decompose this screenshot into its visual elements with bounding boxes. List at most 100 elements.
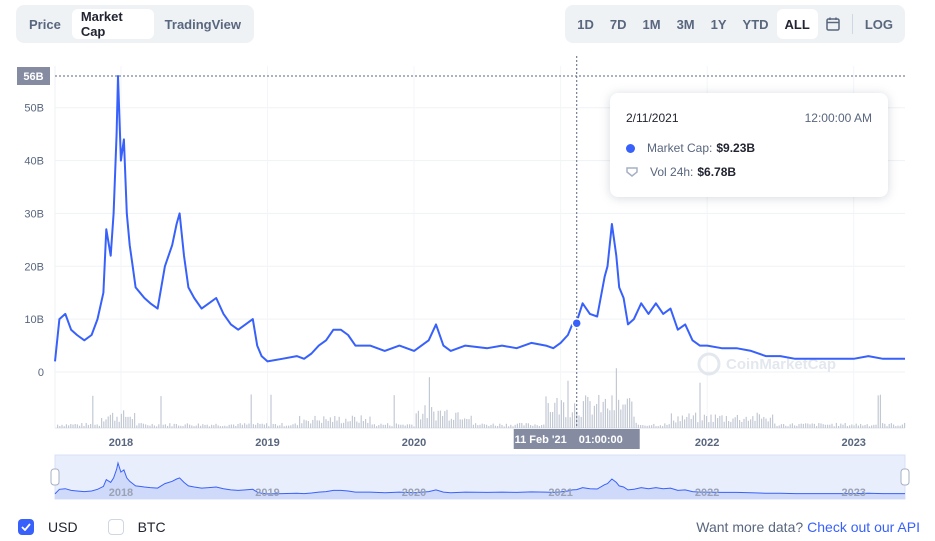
volume-bar	[787, 426, 789, 428]
usd-checkbox[interactable]	[18, 519, 34, 535]
volume-bar	[754, 420, 756, 428]
volume-bar	[450, 418, 452, 428]
volume-bar	[211, 424, 213, 428]
tab-market-cap[interactable]: Market Cap	[71, 9, 154, 39]
navigator-left-handle[interactable]	[50, 468, 60, 486]
volume-bar	[228, 424, 230, 428]
volume-bar	[202, 424, 204, 428]
volume-bar	[186, 423, 188, 428]
volume-bar	[560, 400, 562, 428]
volume-bar	[127, 416, 129, 428]
market-cap-chart[interactable]: 0 10B 20B 30B 40B 50B CoinMarketCap 56B 2018 2019…	[0, 0, 935, 510]
volume-bar	[147, 425, 149, 428]
volume-bar	[197, 423, 199, 428]
volume-bar	[235, 425, 237, 428]
volume-bar	[74, 423, 76, 428]
volume-bar	[94, 424, 96, 428]
volume-bar	[417, 410, 419, 428]
volume-icon	[626, 167, 638, 177]
volume-bar	[490, 424, 492, 428]
calendar-icon[interactable]	[818, 9, 848, 39]
volume-bar	[255, 424, 257, 428]
volume-bar	[114, 420, 116, 428]
y-crosshair-label: 56B	[23, 71, 43, 83]
volume-bar	[549, 411, 551, 428]
volume-bar	[741, 421, 743, 428]
volume-bar	[772, 414, 774, 428]
range-ytd[interactable]: YTD	[742, 16, 769, 32]
range-all[interactable]: ALL	[776, 9, 818, 39]
volume-bar	[690, 418, 692, 428]
range-1d[interactable]: 1D	[577, 16, 594, 32]
volume-bar	[547, 403, 549, 428]
volume-bar	[57, 424, 59, 428]
volume-bar	[204, 424, 206, 428]
volume-bar	[714, 414, 716, 428]
tab-tradingview[interactable]: TradingView	[164, 16, 241, 32]
volume-bar	[268, 426, 270, 428]
volume-bar	[899, 425, 901, 428]
volume-bar	[611, 395, 613, 428]
volume-bar	[378, 425, 380, 428]
volume-bar	[756, 412, 758, 428]
navigator-right-handle[interactable]	[900, 468, 910, 486]
volume-bar	[393, 395, 395, 428]
volume-bar	[851, 424, 853, 428]
volume-bar	[864, 425, 866, 428]
range-7d[interactable]: 7D	[609, 16, 627, 32]
volume-bar	[574, 403, 576, 428]
volume-bar	[250, 394, 252, 428]
volume-bar	[103, 421, 105, 428]
volume-bar	[620, 409, 622, 428]
range-1m[interactable]: 1M	[642, 16, 661, 32]
tooltip-date: 2/11/2021	[626, 111, 679, 125]
y-tick-label: 30B	[24, 208, 44, 220]
volume-bar	[453, 419, 455, 428]
volume-bar	[217, 425, 219, 428]
range-1y[interactable]: 1Y	[710, 16, 727, 32]
volume-bar	[838, 425, 840, 428]
volume-bar	[266, 423, 268, 428]
tab-price[interactable]: Price	[29, 16, 61, 32]
volume-bar	[340, 423, 342, 428]
volume-bar	[895, 426, 897, 428]
volume-bar	[279, 425, 281, 428]
volume-bar	[890, 423, 892, 428]
volume-bar	[853, 425, 855, 428]
volume-bar	[618, 399, 620, 428]
navigator-line	[54, 461, 905, 495]
volume-bar	[875, 424, 877, 428]
volume-bar	[145, 424, 147, 428]
log-scale-toggle[interactable]: LOG	[864, 16, 893, 32]
volume-bar	[626, 398, 628, 428]
volume-bar	[695, 412, 697, 428]
btc-checkbox[interactable]	[107, 519, 124, 535]
volume-bar	[387, 423, 389, 428]
navigator-tick-label: 2018	[109, 487, 133, 499]
volume-bar	[846, 426, 848, 428]
volume-bar	[857, 425, 859, 428]
range-3m[interactable]: 3M	[676, 16, 695, 32]
volume-bar	[646, 425, 648, 428]
api-link[interactable]: Check out our API	[807, 519, 920, 535]
volume-bar	[578, 415, 580, 428]
volume-bar	[750, 419, 752, 428]
volume-bar	[362, 420, 364, 428]
volume-bar	[120, 413, 122, 428]
volume-bar	[877, 395, 879, 428]
volume-bar	[184, 424, 186, 428]
volume-bar	[758, 414, 760, 428]
volume-bar	[327, 420, 329, 428]
volume-bar	[285, 425, 287, 428]
volume-bar	[783, 423, 785, 428]
volume-bar	[402, 424, 404, 428]
volume-bar	[556, 397, 558, 428]
volume-bar	[780, 424, 782, 428]
volume-bar	[336, 420, 338, 428]
volume-bar	[248, 423, 250, 428]
volume-bar	[653, 423, 655, 428]
volume-bar	[488, 426, 490, 428]
volume-bar	[521, 423, 523, 428]
volume-bar	[395, 423, 397, 428]
volume-bar	[310, 423, 312, 428]
